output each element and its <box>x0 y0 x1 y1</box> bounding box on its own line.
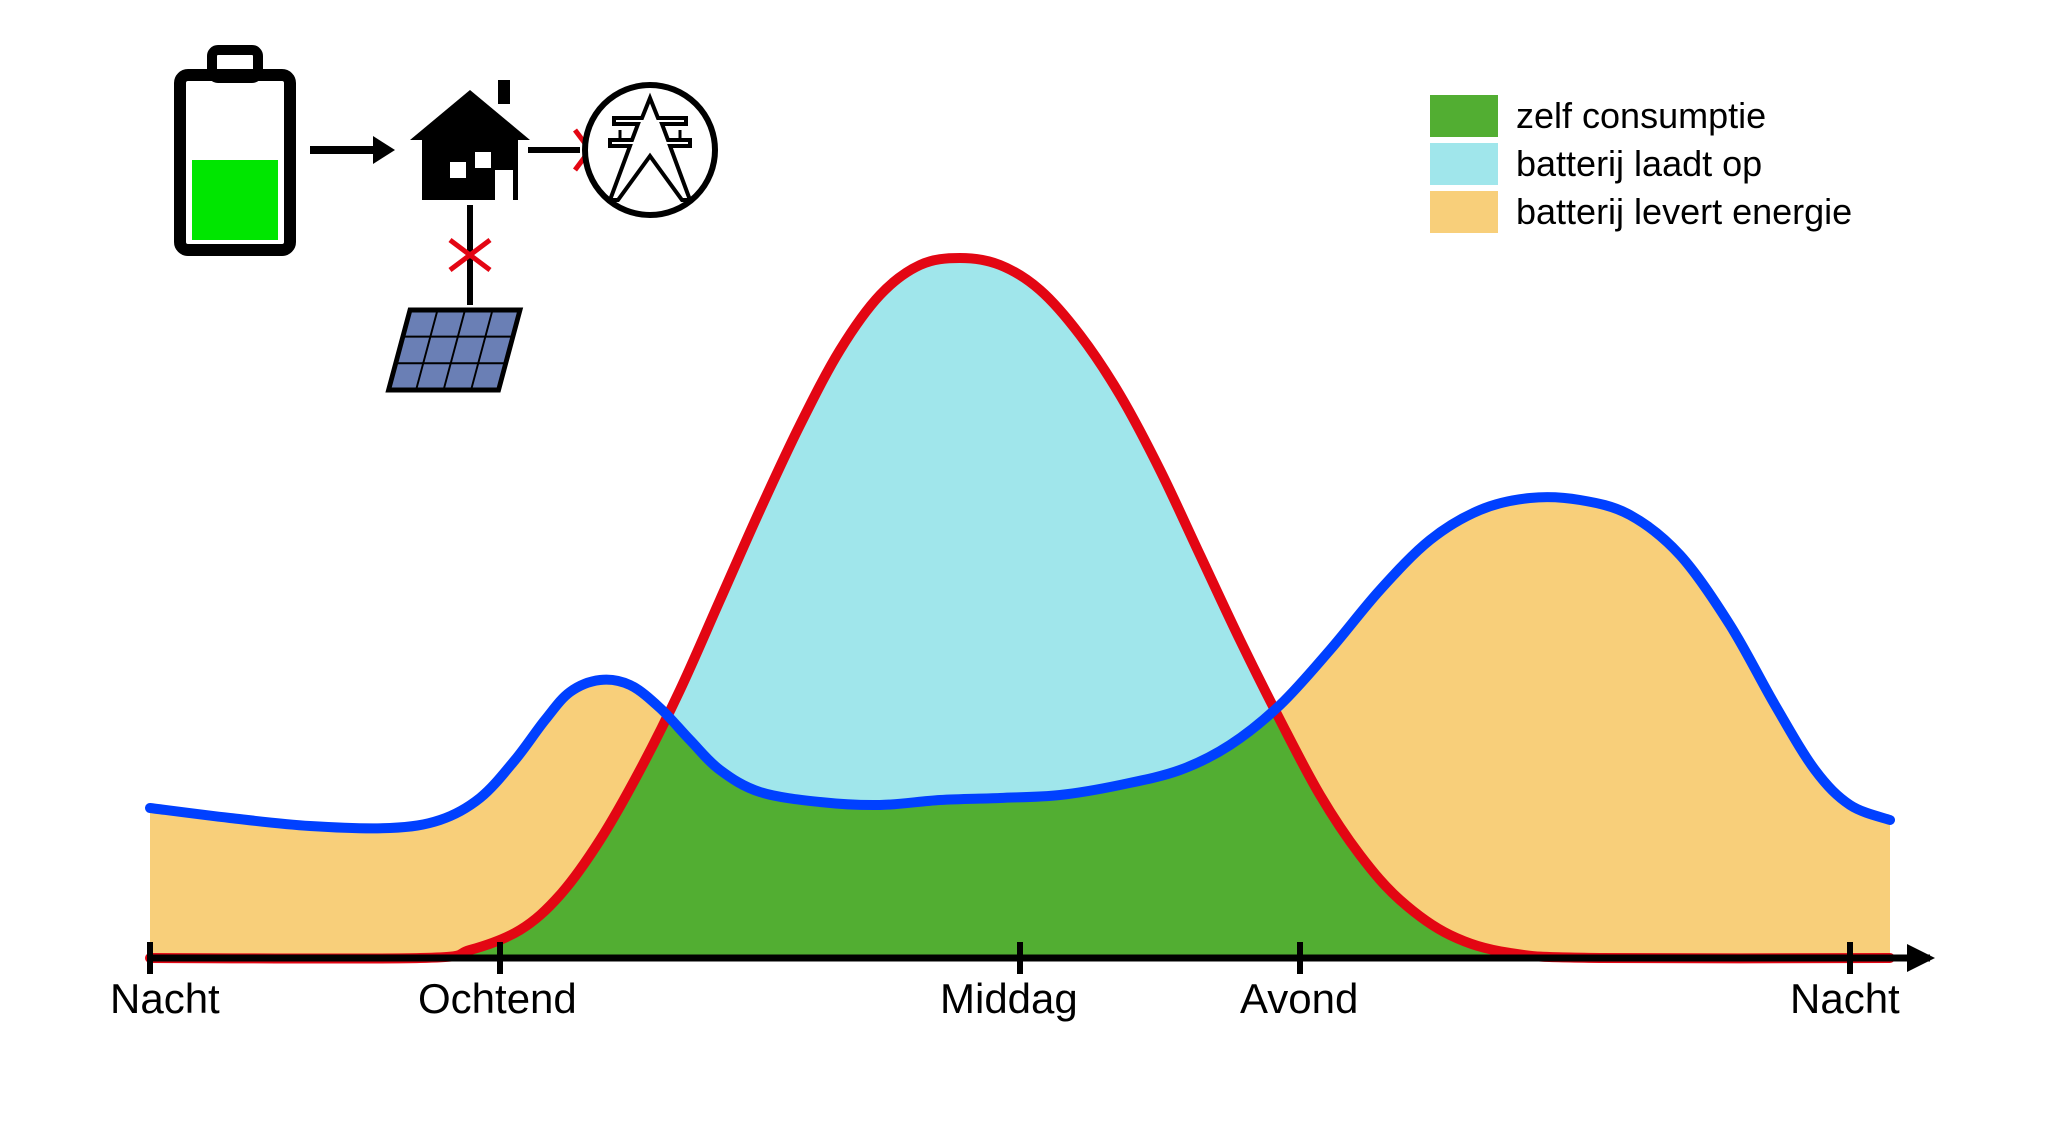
axis-label-nacht-1: Nacht <box>110 975 220 1023</box>
axis-label-avond: Avond <box>1240 975 1358 1023</box>
legend-label: batterij levert energie <box>1516 191 1852 233</box>
x-axis-arrow <box>1907 944 1935 972</box>
legend-row: batterij laadt op <box>1430 143 1852 185</box>
legend-swatch <box>1430 191 1498 233</box>
axis-label-nacht-2: Nacht <box>1790 975 1900 1023</box>
energy-chart: { "chart": { "type": "area", "width": 20… <box>0 0 2048 1129</box>
solar-panel-icon <box>389 310 520 390</box>
legend-swatch <box>1430 95 1498 137</box>
legend-row: zelf consumptie <box>1430 95 1852 137</box>
legend-label: batterij laadt op <box>1516 143 1762 185</box>
legend-row: batterij levert energie <box>1430 191 1852 233</box>
axis-label-middag: Middag <box>940 975 1078 1023</box>
battery-icon <box>180 50 290 250</box>
house-icon <box>410 80 530 200</box>
legend-swatch <box>1430 143 1498 185</box>
axis-label-ochtend: Ochtend <box>418 975 577 1023</box>
legend-label: zelf consumptie <box>1516 95 1766 137</box>
pylon-icon <box>585 85 715 215</box>
legend: zelf consumptie batterij laadt op batterij… <box>1430 95 1852 239</box>
